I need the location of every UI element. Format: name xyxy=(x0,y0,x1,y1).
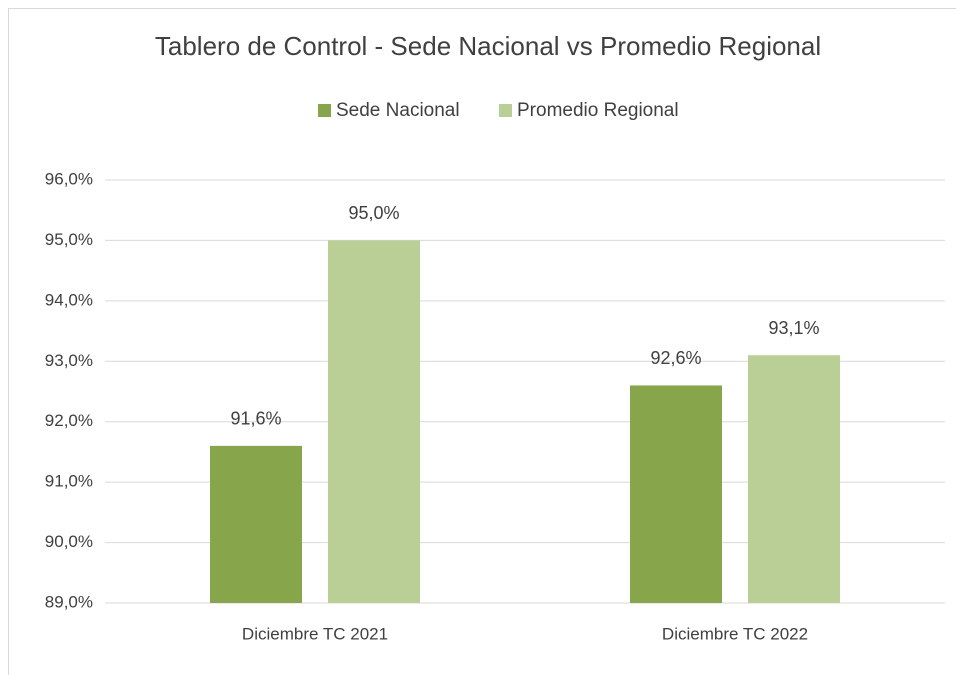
y-tick-label: 94,0% xyxy=(45,290,93,309)
legend-swatch xyxy=(499,104,512,117)
x-tick-label: Diciembre TC 2021 xyxy=(242,624,388,643)
y-tick-label: 92,0% xyxy=(45,411,93,430)
bar xyxy=(748,355,840,603)
legend-label: Promedio Regional xyxy=(517,100,679,121)
value-label: 95,0% xyxy=(348,203,399,223)
bar xyxy=(210,445,302,603)
legend-label: Sede Nacional xyxy=(336,100,460,121)
value-label: 93,1% xyxy=(768,318,819,338)
y-tick-label: 91,0% xyxy=(45,472,93,491)
bar xyxy=(630,385,722,603)
chart-title: Tablero de Control - Sede Nacional vs Pr… xyxy=(155,31,821,61)
y-tick-label: 89,0% xyxy=(45,592,93,611)
chart-frame xyxy=(8,8,956,675)
y-tick-label: 95,0% xyxy=(45,230,93,249)
bar xyxy=(328,240,420,603)
y-tick-label: 90,0% xyxy=(45,532,93,551)
value-label: 92,6% xyxy=(650,348,701,368)
x-tick-label: Diciembre TC 2022 xyxy=(662,624,808,643)
y-tick-label: 93,0% xyxy=(45,351,93,370)
value-label: 91,6% xyxy=(230,409,281,429)
legend-swatch xyxy=(318,104,331,117)
y-tick-label: 96,0% xyxy=(45,169,93,188)
